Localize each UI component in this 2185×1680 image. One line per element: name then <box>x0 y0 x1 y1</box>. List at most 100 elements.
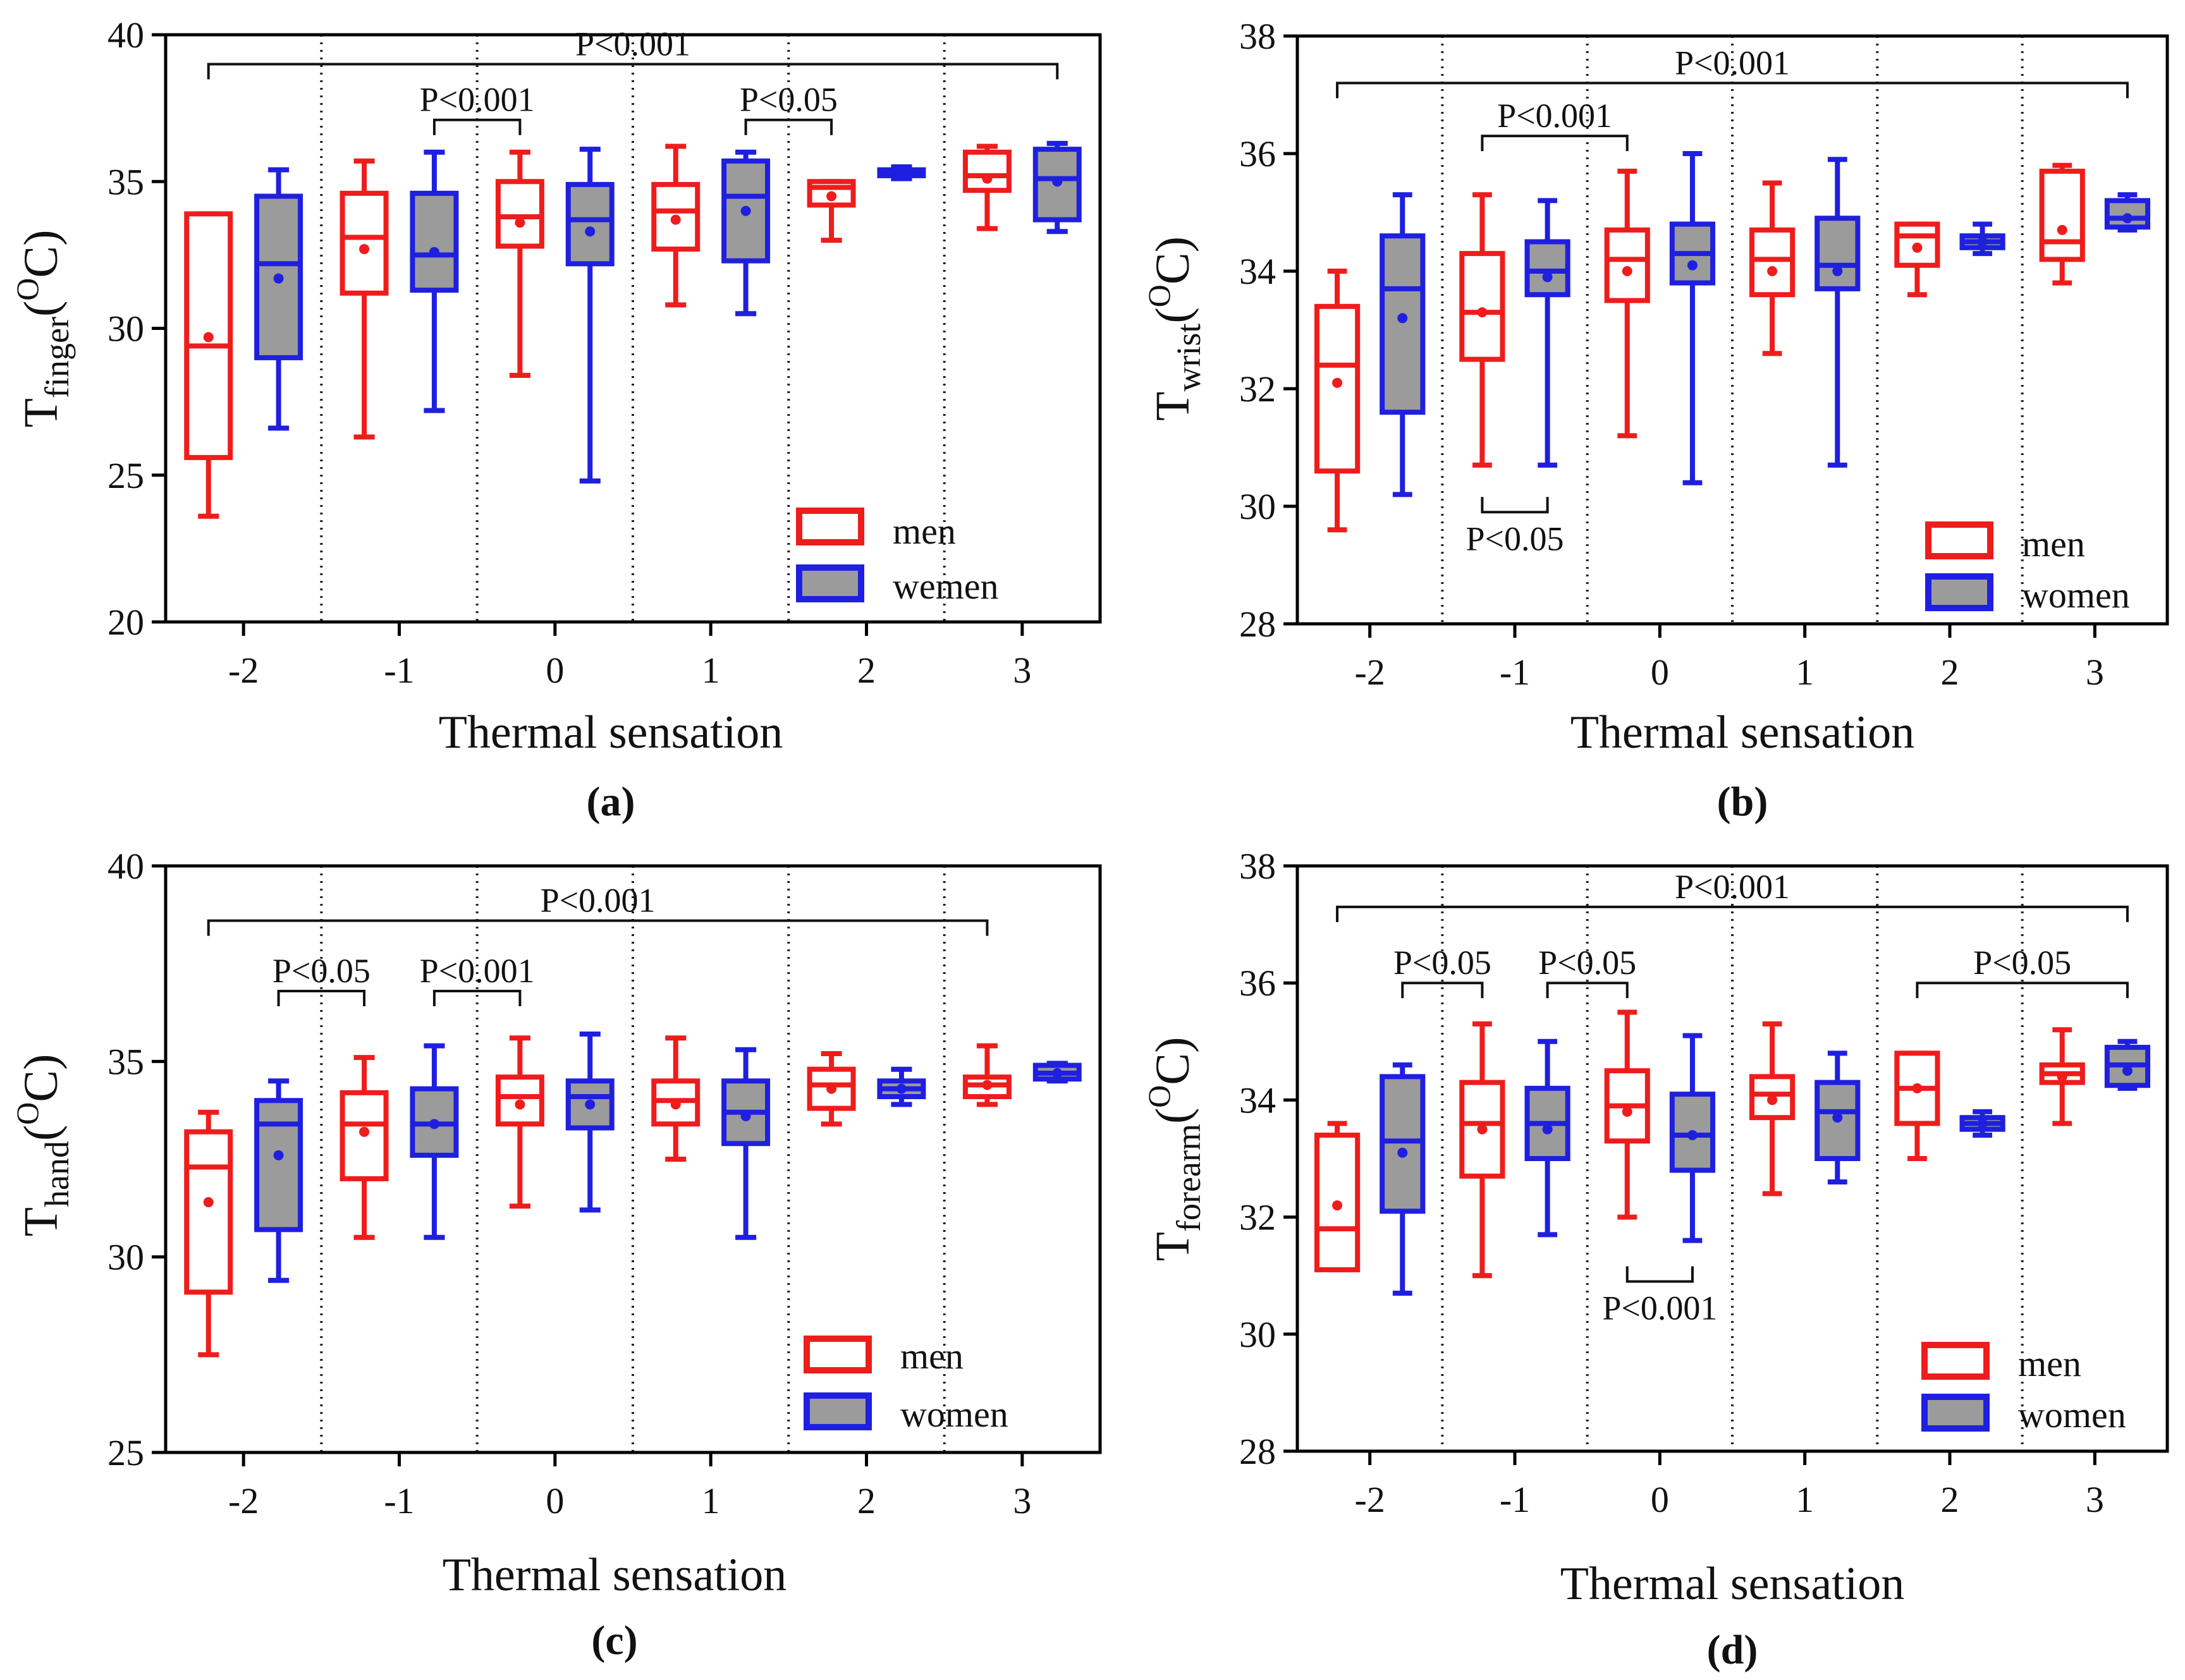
panel-d-ylabel-sub: forearm <box>1170 1124 1208 1232</box>
panel-d-legend-men-label: men <box>2018 1343 2081 1384</box>
panel-b-women-3-mean-dot <box>1832 266 1843 276</box>
panel-c-men-4-mean-dot <box>826 1083 837 1094</box>
panel-b-plot: 28 30 32 34 36 38 -2 -1 0 1 2 3 P<0.001 P<0.001 P<0.05 <box>1239 16 2169 693</box>
panel-c-xtick-label: -1 <box>384 1480 414 1521</box>
panel-c-xtick-label: 0 <box>546 1480 564 1521</box>
panel-d-xtick-label: 3 <box>2086 1479 2104 1520</box>
panel-c-ytick-label: 35 <box>107 1041 144 1082</box>
panel-d-ytick-label: 32 <box>1239 1197 1276 1238</box>
panel-d-plot-frame <box>1295 864 2169 1453</box>
panel-b-ylabel-tail: ( <box>1146 307 1199 323</box>
panel-d-men-3-mean-dot <box>1767 1095 1778 1105</box>
panel-c-significance-0-label: P<0.001 <box>541 882 656 920</box>
panel-d: 28 30 32 34 36 38 -2 -1 0 1 2 3 P<0.001 P<0.05 P<0.05 P… <box>1141 846 2169 1673</box>
panel-b-significance-1-bracket <box>1481 135 1629 152</box>
panel-a: 20 25 30 35 40 -2 -1 0 1 2 3 P<0.001 P<0.001 P<0.05 T… <box>9 15 1102 825</box>
panel-a-men-4-mean-dot <box>826 191 837 202</box>
panel-d-significance-2-label: P<0.05 <box>1538 944 1636 982</box>
panel-d-significance-3-bracket <box>1916 982 2129 999</box>
panel-a-significance-2-label: P<0.05 <box>740 81 838 119</box>
panel-a-ytick-label: 35 <box>107 161 144 202</box>
panel-c-women-0-mean-dot <box>273 1150 284 1160</box>
panel-d-men-0-mean-dot <box>1332 1200 1343 1211</box>
panel-a-xtick-label: 1 <box>702 650 720 691</box>
panel-d-ytick-label: 30 <box>1239 1314 1276 1355</box>
panel-a-ylabel: Tfinger(OC) <box>9 230 76 428</box>
panel-a-men-1-mean-dot <box>359 244 370 255</box>
panel-d-men-4-mean-dot <box>1912 1083 1923 1093</box>
panel-a-xlabel: Thermal sensation <box>439 707 783 758</box>
panel-a-significance-1-label: P<0.001 <box>420 81 535 119</box>
panel-a-ylabel-end: C) <box>15 230 68 278</box>
panel-a-legend-men-swatch <box>796 508 864 545</box>
panel-b-xtick-label: -2 <box>1355 652 1385 693</box>
panel-d-men-2-mean-dot <box>1622 1106 1632 1117</box>
panel-d-significance-3-label: P<0.05 <box>1973 944 2071 982</box>
panel-a-ylabel-sup: O <box>9 278 45 301</box>
panel-c-legend-men-swatch <box>804 1336 872 1373</box>
panel-c-legend-men-label: men <box>900 1336 964 1377</box>
panel-b-men-1-mean-dot <box>1477 307 1488 318</box>
panel-b-men-1-box <box>1459 251 1505 362</box>
panel-d-ylabel-sup: O <box>1141 1085 1177 1108</box>
panel-c-label: (c) <box>591 1617 637 1664</box>
panel-c-ylabel-tail: ( <box>15 1125 68 1141</box>
panel-a-women-2-box <box>565 181 615 267</box>
panel-a-women-2-mean-dot <box>585 226 596 237</box>
panel-c-men-0-box <box>184 1129 233 1295</box>
panel-d-label: (d) <box>1707 1627 1758 1673</box>
panel-d-legend-women-label: women <box>2018 1394 2126 1435</box>
panel-c-men-1-box <box>340 1090 389 1181</box>
panel-a-women-3-mean-dot <box>740 205 751 216</box>
panel-c-plot-frame <box>164 864 1102 1454</box>
panel-d-women-0-box <box>1380 1074 1426 1214</box>
panel-d-women-0-mean-dot <box>1397 1147 1408 1158</box>
panel-a-ytick-label: 40 <box>107 15 144 56</box>
panel-d-ytick-label: 36 <box>1239 963 1276 1004</box>
panel-c-significance-1-label: P<0.05 <box>272 952 370 990</box>
panel-d-ylabel-tail: ( <box>1146 1108 1199 1124</box>
panel-a-ylabel-tail: ( <box>15 301 68 317</box>
panel-b-xtick-label: 3 <box>2086 652 2104 693</box>
panel-b-men-2-mean-dot <box>1622 266 1632 276</box>
panel-b-women-0-mean-dot <box>1397 313 1408 324</box>
panel-b-xlabel: Thermal sensation <box>1570 707 1915 758</box>
panel-a-xtick-label: 3 <box>1013 650 1031 691</box>
panel-a-plot: 20 25 30 35 40 -2 -1 0 1 2 3 P<0.001 P<0.001 P<0.05 <box>107 15 1102 691</box>
panel-a-men-0-mean-dot <box>203 332 214 343</box>
panel-b-women-4-mean-dot <box>1977 236 1988 247</box>
panel-b-women-5-mean-dot <box>2122 213 2133 224</box>
panel-c-ylabel-end: C) <box>15 1054 68 1102</box>
panel-b-ylabel-end: C) <box>1146 236 1199 284</box>
panel-b-ylabel-sub: wrist <box>1170 323 1208 391</box>
panel-d-women-2-mean-dot <box>1687 1129 1698 1140</box>
panel-b-ylabel-main: T <box>1146 391 1199 420</box>
panel-b-women-3-box <box>1815 216 1861 291</box>
panel-a-xtick-label: -1 <box>384 650 414 691</box>
panel-c-men-5-mean-dot <box>982 1080 993 1090</box>
panel-c-xlabel: Thermal sensation <box>443 1549 787 1601</box>
panel-c-women-1-mean-dot <box>429 1119 439 1129</box>
panel-b-ytick-label: 36 <box>1239 133 1276 174</box>
panel-d-xtick-label: 1 <box>1796 1479 1814 1520</box>
panel-a-xtick-label: 0 <box>546 650 564 691</box>
panel-d-women-1-mean-dot <box>1542 1124 1553 1135</box>
panel-b-men-0-box <box>1314 303 1361 474</box>
panel-a-men-2-mean-dot <box>515 217 525 228</box>
panel-b-ytick-label: 30 <box>1239 486 1276 527</box>
panel-a-legend-men-label: men <box>893 511 956 552</box>
panel-a-women-1-mean-dot <box>429 247 439 257</box>
panel-c-ytick-label: 25 <box>107 1432 144 1473</box>
panel-c-men-1-mean-dot <box>359 1126 370 1137</box>
panel-c-men-3-mean-dot <box>670 1099 681 1110</box>
panel-d-ylabel-main: T <box>1146 1232 1199 1261</box>
panel-d-ytick-label: 34 <box>1239 1080 1276 1121</box>
panel-d-women-3-mean-dot <box>1832 1112 1843 1123</box>
panel-c-women-0-box <box>254 1098 303 1233</box>
panel-c-plot: 25 30 35 40 -2 -1 0 1 2 3 P<0.001 P<0.05 P<0.001 <box>107 846 1102 1521</box>
panel-c-legend-women-swatch <box>804 1392 872 1430</box>
panel-c: 25 30 35 40 -2 -1 0 1 2 3 P<0.001 P<0.05 P<0.001 The… <box>9 846 1102 1664</box>
panel-b-women-1-box <box>1524 239 1570 298</box>
panel-b-men-0-mean-dot <box>1332 377 1343 388</box>
panel-c-ytick-label: 40 <box>107 846 144 887</box>
